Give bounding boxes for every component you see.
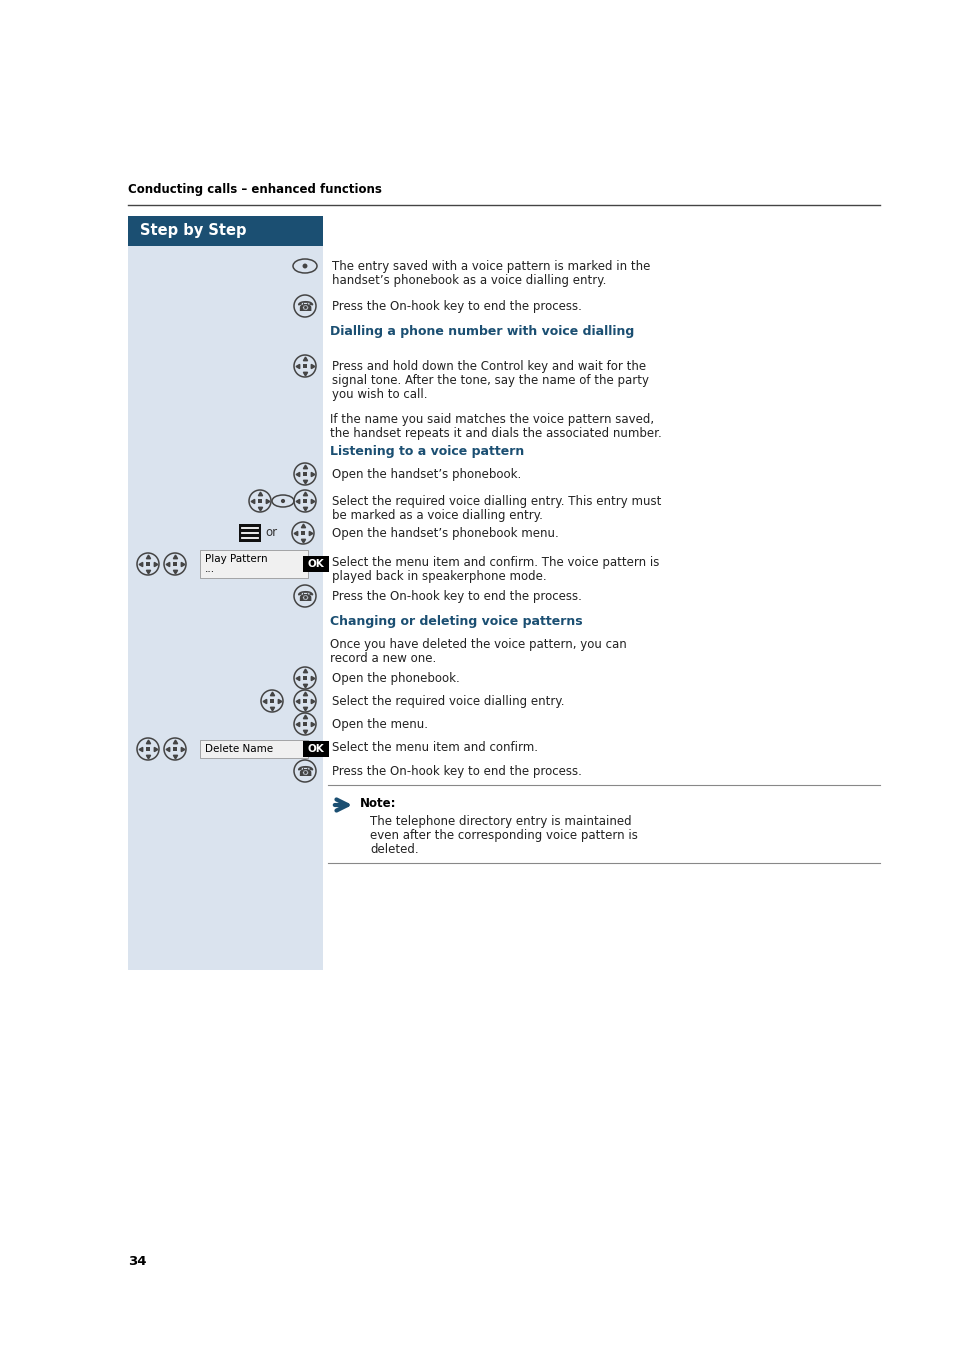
Text: you wish to call.: you wish to call. <box>332 387 427 401</box>
Text: Select the required voice dialling entry. This entry must: Select the required voice dialling entry… <box>332 495 660 508</box>
Circle shape <box>280 500 285 504</box>
Text: handset’s phonebook as a voice dialling entry.: handset’s phonebook as a voice dialling … <box>332 274 606 288</box>
Bar <box>303 472 306 475</box>
Bar <box>303 722 306 726</box>
Bar <box>239 524 261 541</box>
Text: Open the handset’s phonebook.: Open the handset’s phonebook. <box>332 468 520 481</box>
Text: The entry saved with a voice pattern is marked in the: The entry saved with a voice pattern is … <box>332 261 650 273</box>
Bar <box>303 699 306 702</box>
Text: Press the On-hook key to end the process.: Press the On-hook key to end the process… <box>332 300 581 313</box>
Text: Select the required voice dialling entry.: Select the required voice dialling entry… <box>332 695 564 707</box>
Bar <box>303 556 329 572</box>
Bar <box>128 216 323 246</box>
Bar <box>303 500 306 502</box>
Text: Delete Name: Delete Name <box>205 744 273 755</box>
Text: ☎: ☎ <box>296 590 314 603</box>
Text: Note:: Note: <box>359 796 396 810</box>
Bar <box>303 364 306 367</box>
Text: OK: OK <box>307 559 324 568</box>
Text: The telephone directory entry is maintained: The telephone directory entry is maintai… <box>370 815 631 828</box>
Text: deleted.: deleted. <box>370 842 418 856</box>
Bar <box>200 740 308 757</box>
Bar <box>301 532 304 535</box>
Text: record a new one.: record a new one. <box>330 652 436 666</box>
Text: Select the menu item and confirm. The voice pattern is: Select the menu item and confirm. The vo… <box>332 556 659 568</box>
Text: ☎: ☎ <box>296 300 314 315</box>
Bar <box>200 549 308 578</box>
Bar <box>146 748 150 751</box>
Text: even after the corresponding voice pattern is: even after the corresponding voice patte… <box>370 829 638 842</box>
Text: 34: 34 <box>128 1256 147 1268</box>
Bar <box>146 563 150 566</box>
Bar <box>270 699 274 702</box>
Text: the handset repeats it and dials the associated number.: the handset repeats it and dials the ass… <box>330 427 661 440</box>
Text: be marked as a voice dialling entry.: be marked as a voice dialling entry. <box>332 509 542 522</box>
Text: Listening to a voice pattern: Listening to a voice pattern <box>330 446 524 458</box>
Bar <box>173 563 176 566</box>
Circle shape <box>302 263 307 269</box>
Text: Open the handset’s phonebook menu.: Open the handset’s phonebook menu. <box>332 526 558 540</box>
Text: Once you have deleted the voice pattern, you can: Once you have deleted the voice pattern,… <box>330 639 626 651</box>
Text: signal tone. After the tone, say the name of the party: signal tone. After the tone, say the nam… <box>332 374 648 387</box>
Bar <box>303 676 306 679</box>
Text: ...: ... <box>205 564 214 574</box>
Text: Play Pattern: Play Pattern <box>205 554 268 564</box>
Text: Open the phonebook.: Open the phonebook. <box>332 672 459 684</box>
Text: or: or <box>265 526 276 540</box>
Text: ☎: ☎ <box>296 765 314 779</box>
Bar <box>258 500 261 502</box>
Text: Conducting calls – enhanced functions: Conducting calls – enhanced functions <box>128 184 381 196</box>
Bar <box>128 216 323 971</box>
Bar <box>303 741 329 757</box>
Text: Step by Step: Step by Step <box>140 224 246 239</box>
Text: Changing or deleting voice patterns: Changing or deleting voice patterns <box>330 616 582 628</box>
Text: Select the menu item and confirm.: Select the menu item and confirm. <box>332 741 537 755</box>
Text: If the name you said matches the voice pattern saved,: If the name you said matches the voice p… <box>330 413 654 427</box>
Bar <box>173 748 176 751</box>
Text: Press the On-hook key to end the process.: Press the On-hook key to end the process… <box>332 765 581 778</box>
Text: Press and hold down the Control key and wait for the: Press and hold down the Control key and … <box>332 360 645 373</box>
Text: Press the On-hook key to end the process.: Press the On-hook key to end the process… <box>332 590 581 603</box>
Text: Dialling a phone number with voice dialling: Dialling a phone number with voice diall… <box>330 325 634 338</box>
Text: Open the menu.: Open the menu. <box>332 718 428 730</box>
Text: OK: OK <box>307 744 324 755</box>
Text: played back in speakerphone mode.: played back in speakerphone mode. <box>332 570 546 583</box>
